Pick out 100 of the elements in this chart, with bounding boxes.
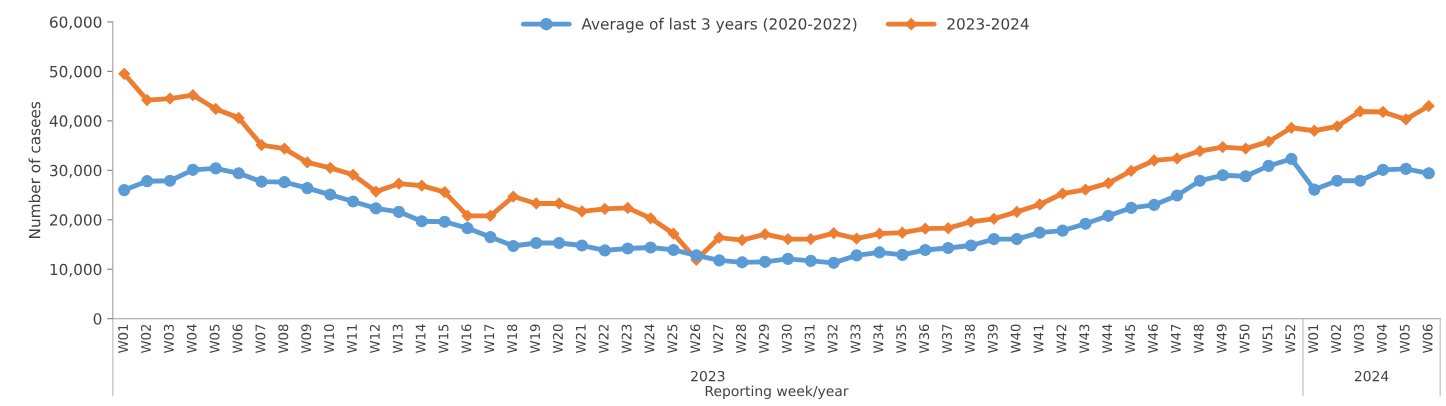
x-tick-label: W31: [804, 324, 815, 353]
point: [164, 92, 176, 105]
point: [507, 190, 520, 203]
y-tick-label: 50,000: [50, 65, 102, 79]
x-tick-label: W30: [781, 324, 792, 353]
point: [873, 246, 886, 259]
point: [644, 212, 657, 225]
point: [576, 205, 588, 218]
point: [1170, 189, 1184, 202]
x-axis-title: Reporting week/year: [705, 385, 849, 399]
x-tick-label: W38: [964, 324, 975, 353]
point: [461, 222, 474, 235]
point: [598, 244, 611, 257]
x-tick-label: W07: [255, 324, 266, 353]
point: [1148, 198, 1161, 212]
point: [1399, 113, 1412, 126]
x-tick-label: W47: [1171, 324, 1181, 353]
point: [415, 215, 428, 228]
point: [1033, 226, 1046, 239]
y-tick-label: 0: [93, 313, 102, 325]
x-tick-label: W39: [987, 324, 998, 353]
point: [438, 186, 451, 198]
point: [484, 231, 497, 244]
x-tick-label: W01: [1308, 324, 1319, 353]
x-tick-label: W02: [140, 324, 151, 353]
point: [1308, 183, 1321, 196]
x-tick-label: W23: [621, 324, 632, 353]
point: [392, 205, 405, 218]
x-tick-label: W06: [232, 324, 243, 353]
x-tick-label: W03: [163, 324, 174, 353]
x-tick-label: W05: [209, 324, 220, 353]
point: [1056, 224, 1069, 237]
x-tick-label: W24: [644, 324, 655, 353]
point: [896, 248, 909, 261]
point: [1422, 100, 1435, 112]
point: [942, 241, 955, 255]
point: [667, 227, 680, 240]
x-tick-label: W02: [1331, 324, 1342, 353]
point: [1171, 152, 1183, 165]
x-tick-label: W40: [1010, 324, 1021, 353]
x-tick-label: W32: [827, 324, 838, 353]
point: [667, 243, 680, 257]
point: [118, 67, 131, 80]
point: [1193, 145, 1206, 157]
point: [301, 182, 314, 195]
point: [324, 161, 337, 174]
x-tick-label: W03: [1353, 324, 1364, 353]
point: [141, 175, 154, 188]
x-tick-label: W25: [667, 324, 678, 353]
x-tick-label: W50: [1239, 324, 1250, 353]
x-tick-label: W17: [484, 324, 495, 353]
point: [1399, 162, 1412, 175]
point: [1262, 159, 1275, 172]
x-tick-label: W20: [552, 324, 563, 353]
point: [850, 249, 863, 262]
point: [804, 254, 817, 267]
point: [255, 175, 268, 188]
point: [438, 215, 451, 228]
x-tick-label: W01: [118, 324, 129, 353]
point: [964, 239, 978, 252]
x-tick-label: W28: [736, 324, 746, 353]
point: [1125, 164, 1138, 177]
text: 2024: [1354, 370, 1389, 382]
point: [530, 236, 543, 250]
text: 2023: [691, 370, 725, 382]
point: [1354, 174, 1367, 187]
point: [1376, 163, 1390, 176]
x-tick-label: W35: [896, 324, 907, 353]
point: [324, 188, 337, 201]
x-tick-label: W26: [690, 324, 701, 353]
point: [1010, 205, 1023, 218]
x-tick-label: W51: [1262, 324, 1273, 353]
point: [965, 215, 977, 228]
point: [369, 202, 383, 215]
x-tick-label: W04: [1376, 324, 1387, 353]
x-tick-label: W44: [1102, 324, 1112, 353]
x-tick-label: W19: [530, 324, 541, 353]
x-tick-label: W29: [758, 324, 769, 353]
point: [827, 256, 840, 269]
legend-label: 2023-2024: [947, 18, 1029, 30]
x-tick-label: W06: [1422, 324, 1433, 353]
y-tick-label: 10,000: [50, 263, 102, 277]
point: [1331, 120, 1344, 133]
point: [507, 239, 520, 253]
point: [1079, 217, 1092, 230]
point: [988, 212, 1000, 225]
x-tick-label: W52: [1285, 324, 1296, 353]
x-tick-label: W18: [507, 324, 518, 353]
point: [1102, 177, 1115, 190]
legend-label: Average of last 3 years (2020-2022): [581, 17, 857, 33]
y-tick-label: 40,000: [49, 115, 102, 129]
y-tick-label: 20,000: [50, 214, 102, 228]
x-tick-label: W48: [1193, 324, 1204, 353]
point: [118, 184, 131, 197]
point: [301, 156, 314, 169]
x-tick-label: W27: [713, 324, 723, 353]
point: [713, 254, 726, 267]
point: [621, 242, 634, 255]
point: [232, 167, 245, 180]
point: [736, 256, 749, 269]
